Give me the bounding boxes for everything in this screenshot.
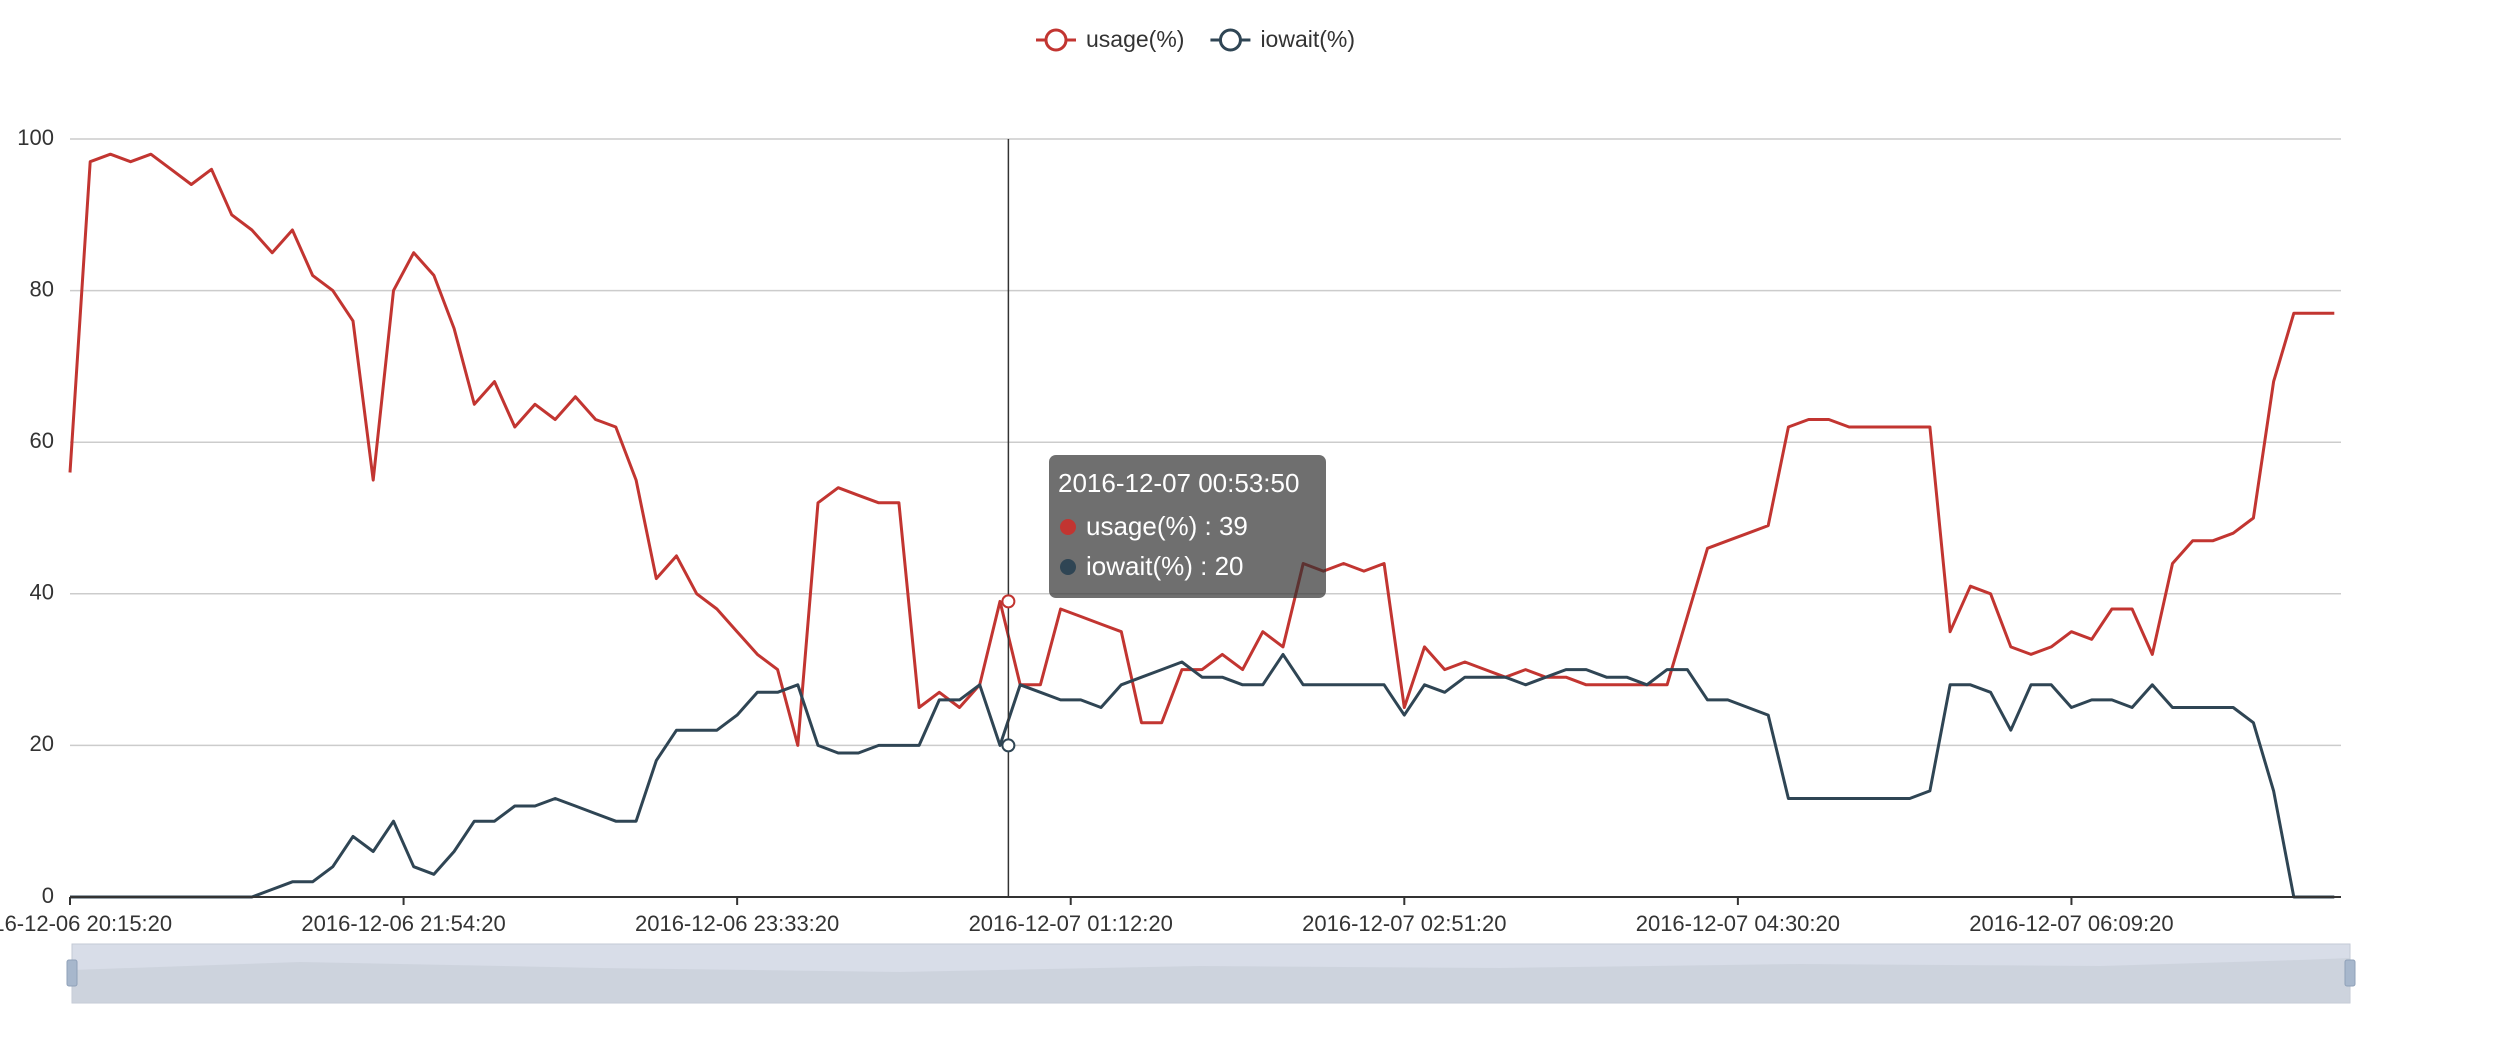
axis-layer: 0 20 40 60 80 100 2016-12-06 20:15:20 2016-12-0… xyxy=(0,125,2341,936)
axis-pointer-dot xyxy=(1001,738,1016,753)
tooltip: 2016-12-07 00:53:50 usage(%) : 39 iowait(%… xyxy=(1049,455,1326,598)
x-tick-label: 2016-12-06 23:33:20 xyxy=(635,911,839,936)
legend-label: iowait(%) xyxy=(1260,26,1355,52)
series-line xyxy=(68,152,2335,747)
legend-label: usage(%) xyxy=(1086,26,1184,52)
x-tick-label: 2016-12-07 01:12:20 xyxy=(969,911,1173,936)
series-line xyxy=(70,652,2335,899)
x-tick-label: 2016-12-06 21:54:20 xyxy=(301,911,505,936)
x-tick-label: 2016-12-07 06:09:20 xyxy=(1969,911,2173,936)
tooltip-title: 2016-12-07 00:53:50 xyxy=(1058,468,1299,498)
y-tick-label: 0 xyxy=(42,883,54,908)
tooltip-box xyxy=(1049,455,1326,598)
data-zoom-handle-left[interactable] xyxy=(66,959,78,987)
tooltip-row: iowait(%) : 20 xyxy=(1086,551,1244,581)
legend[interactable]: usage(%) iowait(%) xyxy=(1036,26,1355,52)
legend-icon-circle xyxy=(1044,28,1068,52)
tooltip-row: usage(%) : 39 xyxy=(1086,511,1248,541)
x-tick-label: 2016-12-06 20:15:20 xyxy=(0,911,172,936)
data-zoom[interactable] xyxy=(66,943,2356,1004)
legend-item[interactable]: usage(%) xyxy=(1036,26,1184,52)
tooltip-dot xyxy=(1060,519,1076,535)
y-tick-label: 80 xyxy=(30,276,54,301)
y-tick-label: 60 xyxy=(30,428,54,453)
data-zoom-shadow xyxy=(72,958,2350,1003)
y-tick-label: 100 xyxy=(17,125,54,150)
legend-icon-circle xyxy=(1218,28,1242,52)
x-tick-label: 2016-12-07 04:30:20 xyxy=(1636,911,1840,936)
line-layer xyxy=(68,152,2335,899)
y-tick-label: 20 xyxy=(30,731,54,756)
y-tick-label: 40 xyxy=(30,580,54,605)
axis-pointer-dot xyxy=(1001,594,1016,609)
data-zoom-handle-right[interactable] xyxy=(2344,959,2356,987)
legend-item[interactable]: iowait(%) xyxy=(1210,26,1355,52)
x-tick-label: 2016-12-07 02:51:20 xyxy=(1302,911,1506,936)
tooltip-dot xyxy=(1060,559,1076,575)
axis-pointer xyxy=(1001,139,1016,897)
